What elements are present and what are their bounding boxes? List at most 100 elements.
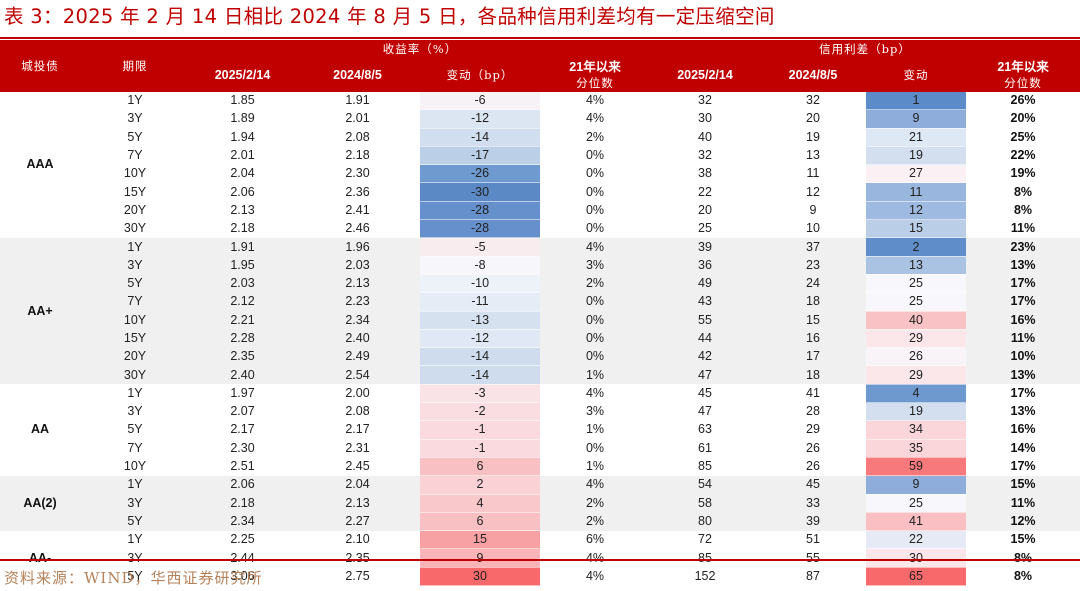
table-title: 表 3：2025 年 2 月 14 日相比 2024 年 8 月 5 日，各品种… <box>4 5 775 28</box>
spread-date2-cell: 37 <box>760 237 866 257</box>
rating-group-cell: AA+ <box>0 237 80 385</box>
yield-change-cell: 6 <box>420 457 540 477</box>
yield-percentile-cell: 0% <box>540 439 650 458</box>
spread-change-cell: 41 <box>866 512 966 532</box>
yield-date2-cell: 2.49 <box>295 347 420 366</box>
yield-date1-cell: 1.94 <box>190 128 295 147</box>
yield-date1-cell: 2.01 <box>190 146 295 165</box>
spread-percentile-cell: 16% <box>966 420 1080 440</box>
term-cell: 5Y <box>80 420 190 440</box>
table-row: 15Y 2.28 2.40 -12 0% 44 16 29 11% <box>0 329 1080 349</box>
term-cell: 3Y <box>80 256 190 275</box>
spread-change-cell: 1 <box>866 92 966 111</box>
table-row: 3Y 2.18 2.13 4 2% 58 33 25 11% <box>0 494 1080 513</box>
term-cell: 10Y <box>80 457 190 476</box>
table-row: 3Y 2.44 2.35 9 4% 85 55 30 8% <box>0 548 1080 568</box>
header-spread-date2: 2024/8/5 <box>760 58 866 92</box>
spread-percentile-cell: 14% <box>966 439 1080 458</box>
table-row: 5Y 2.03 2.13 -10 2% 49 24 25 17% <box>0 274 1080 294</box>
yield-date2-cell: 2.31 <box>295 439 420 458</box>
yield-change-cell: -28 <box>420 219 540 239</box>
yield-change-cell: -11 <box>420 292 540 312</box>
spread-percentile-cell: 13% <box>966 402 1080 421</box>
yield-date1-cell: 2.18 <box>190 494 295 513</box>
yield-change-cell: -10 <box>420 274 540 294</box>
spread-date2-cell: 19 <box>760 128 866 147</box>
table-row: 10Y 2.21 2.34 -13 0% 55 15 40 16% <box>0 311 1080 330</box>
yield-date2-cell: 2.08 <box>295 402 420 421</box>
spread-change-cell: 12 <box>866 201 966 221</box>
yield-date2-cell: 2.03 <box>295 256 420 275</box>
table-row: 7Y 2.30 2.31 -1 0% 61 26 35 14% <box>0 439 1080 458</box>
yield-date1-cell: 2.51 <box>190 457 295 476</box>
spread-date1-cell: 55 <box>650 311 760 330</box>
term-cell: 5Y <box>80 128 190 147</box>
yield-percentile-cell: 1% <box>540 365 650 385</box>
table-row: 5Y 2.34 2.27 6 2% 80 39 41 12% <box>0 512 1080 532</box>
spread-percentile-cell: 12% <box>966 512 1080 531</box>
yield-change-cell: -8 <box>420 256 540 275</box>
spread-change-cell: 25 <box>866 292 966 312</box>
yield-date2-cell: 2.36 <box>295 182 420 202</box>
spread-change-cell: 65 <box>866 567 966 587</box>
spread-change-cell: 9 <box>866 109 966 129</box>
spread-change-cell: 15 <box>866 219 966 239</box>
spread-date1-cell: 22 <box>650 182 760 202</box>
rating-group-cell: AA(2) <box>0 475 80 531</box>
spread-date1-cell: 44 <box>650 329 760 348</box>
table-row: 5Y 1.94 2.08 -14 2% 40 19 21 25% <box>0 128 1080 147</box>
spread-date1-cell: 49 <box>650 274 760 293</box>
spread-percentile-cell: 20% <box>966 109 1080 129</box>
spread-date2-cell: 33 <box>760 494 866 513</box>
yield-change-cell: -2 <box>420 402 540 422</box>
spread-change-cell: 26 <box>866 347 966 367</box>
spread-date2-cell: 45 <box>760 475 866 495</box>
header-yield-date1: 2025/2/14 <box>190 58 295 92</box>
yield-date1-cell: 2.35 <box>190 347 295 366</box>
spread-date1-cell: 45 <box>650 384 760 403</box>
rating-group-cell: AA- <box>0 530 80 586</box>
spread-date1-cell: 39 <box>650 237 760 257</box>
spread-change-cell: 25 <box>866 494 966 513</box>
yield-percentile-cell: 1% <box>540 457 650 476</box>
term-cell: 3Y <box>80 109 190 129</box>
table-row: AA+ 1Y 1.91 1.96 -5 4% 39 37 2 23% <box>0 237 1080 385</box>
yield-percentile-cell: 1% <box>540 420 650 440</box>
yield-change-cell: 15 <box>420 530 540 550</box>
yield-date2-cell: 2.35 <box>295 548 420 568</box>
yield-change-cell: -26 <box>420 164 540 184</box>
yield-date1-cell: 2.03 <box>190 274 295 293</box>
yield-date1-cell: 2.25 <box>190 530 295 549</box>
yield-date2-cell: 2.01 <box>295 109 420 129</box>
spread-date1-cell: 32 <box>650 92 760 110</box>
table-row: 3Y 1.89 2.01 -12 4% 30 20 9 20% <box>0 109 1080 129</box>
term-cell: 15Y <box>80 329 190 348</box>
spread-percentile-cell: 11% <box>966 219 1080 238</box>
term-cell: 5Y <box>80 274 190 293</box>
spread-percentile-cell: 11% <box>966 494 1080 513</box>
yield-date1-cell: 2.44 <box>190 548 295 568</box>
header-term: 期限 <box>80 40 190 92</box>
header-yield-date2: 2024/8/5 <box>295 58 420 92</box>
spread-date1-cell: 38 <box>650 164 760 183</box>
yield-percentile-cell: 2% <box>540 128 650 147</box>
spread-change-cell: 40 <box>866 311 966 330</box>
yield-date1-cell: 2.18 <box>190 219 295 238</box>
yield-date2-cell: 2.04 <box>295 475 420 495</box>
spread-change-cell: 21 <box>866 128 966 147</box>
spread-date2-cell: 24 <box>760 274 866 293</box>
yield-date2-cell: 2.23 <box>295 292 420 312</box>
table-row: 10Y 2.51 2.45 6 1% 85 26 59 17% <box>0 457 1080 477</box>
header-yield-percentile: 21年以来 分位数 <box>540 58 650 92</box>
header-spread-change: 变动 <box>866 58 966 92</box>
term-cell: 10Y <box>80 311 190 330</box>
table-row: 20Y 2.13 2.41 -28 0% 20 9 12 8% <box>0 201 1080 221</box>
table-row: 5Y 2.17 2.17 -1 1% 63 29 34 16% <box>0 420 1080 440</box>
spread-date1-cell: 58 <box>650 494 760 513</box>
yield-date2-cell: 2.10 <box>295 530 420 549</box>
table-row: AA 1Y 1.97 2.00 -3 4% 45 41 4 17% <box>0 384 1080 476</box>
term-cell: 1Y <box>80 475 190 495</box>
header-yield-percentile-line2: 分位数 <box>576 76 614 90</box>
yield-date1-cell: 2.04 <box>190 164 295 183</box>
spread-change-cell: 9 <box>866 475 966 495</box>
